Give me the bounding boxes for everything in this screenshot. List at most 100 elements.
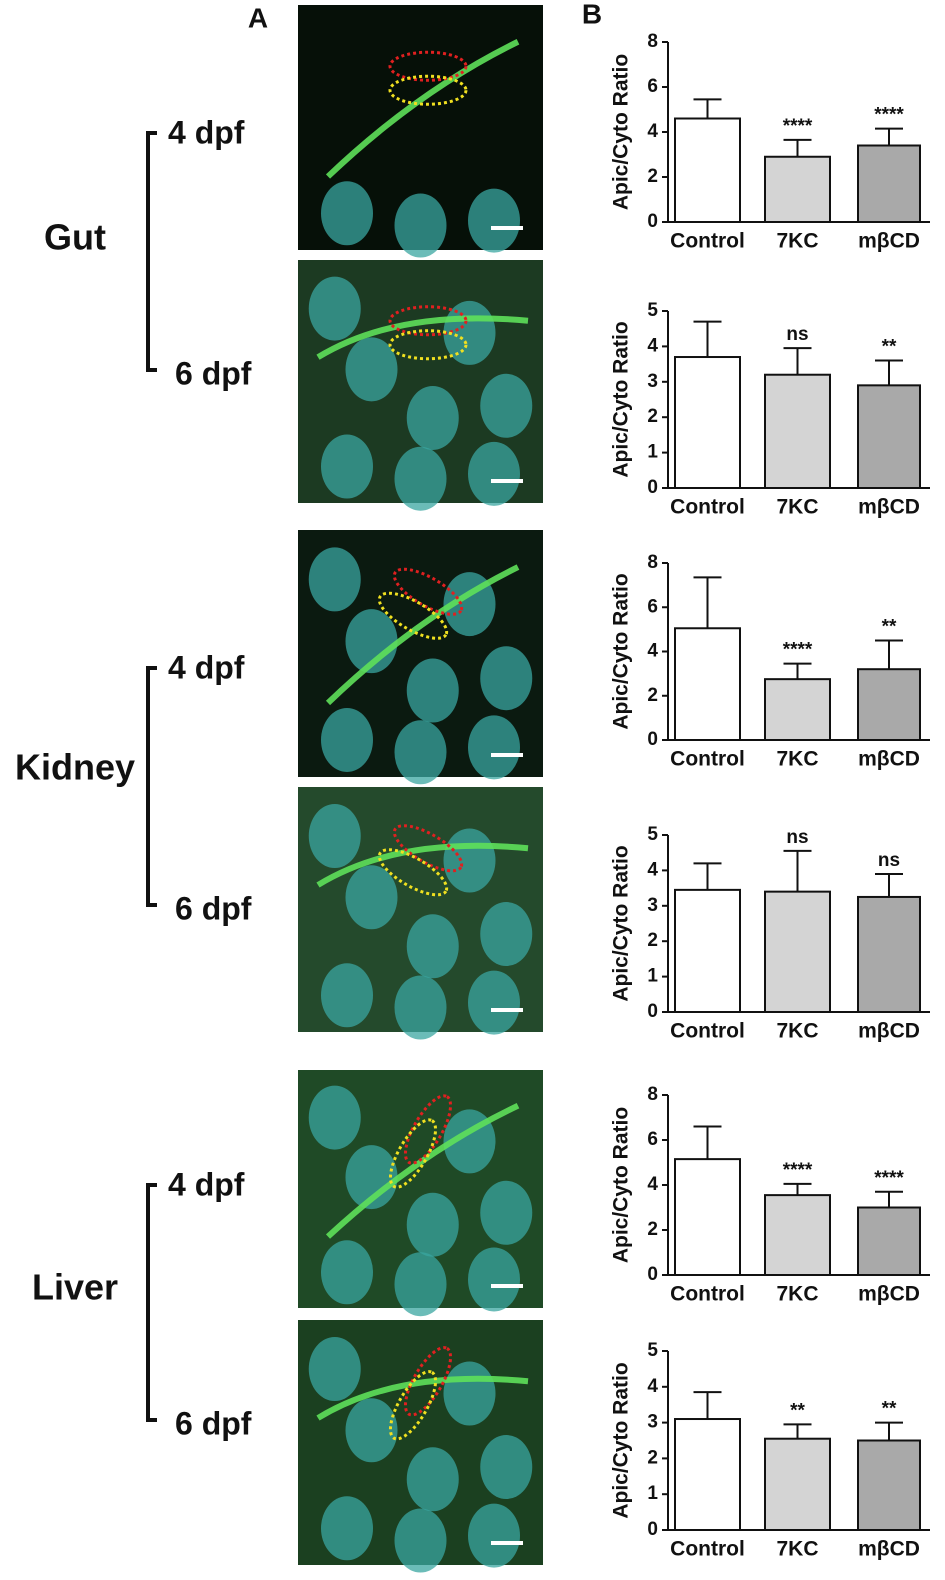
nucleus xyxy=(394,1252,447,1317)
x-tick-label: Control xyxy=(670,496,745,519)
significance: **** xyxy=(783,640,813,661)
nucleus xyxy=(308,1085,361,1150)
bar xyxy=(674,1158,741,1276)
membrane xyxy=(325,1102,520,1239)
significance: ** xyxy=(882,616,897,637)
y-axis-label: Apic/Cyto Ratio xyxy=(610,1107,633,1263)
y-tick-label: 2 xyxy=(647,1447,658,1468)
x-tick-label: 7KC xyxy=(776,748,818,771)
y-tick-label: 5 xyxy=(647,824,658,845)
y-tick-label: 1 xyxy=(647,1483,658,1504)
y-tick-label: 2 xyxy=(647,166,658,187)
significance: ** xyxy=(882,337,897,358)
y-tick-label: 0 xyxy=(647,1519,658,1540)
nucleus xyxy=(468,1503,520,1568)
bar xyxy=(674,117,741,223)
y-tick-label: 8 xyxy=(647,552,658,573)
y-tick-label: 2 xyxy=(647,685,658,706)
bar xyxy=(857,895,921,1014)
stage-label: 6 dpf xyxy=(175,355,252,391)
roi-cyto xyxy=(388,1118,438,1189)
bar xyxy=(674,627,741,741)
membrane xyxy=(325,39,520,179)
roi-apical xyxy=(388,50,468,82)
tissue-label: Kidney xyxy=(15,747,135,788)
roi-cyto xyxy=(388,329,468,361)
roi-apical xyxy=(392,567,464,616)
y-axis-label: Apic/Cyto Ratio xyxy=(610,1362,633,1518)
bar xyxy=(764,1437,831,1531)
nucleus xyxy=(480,1435,533,1499)
roi-cyto xyxy=(388,74,468,106)
y-tick-label: 0 xyxy=(647,1264,658,1285)
x-tick-label: mβCD xyxy=(858,230,920,253)
bar xyxy=(764,373,831,489)
micrograph xyxy=(298,787,543,1040)
nucleus xyxy=(394,975,447,1040)
nucleus xyxy=(468,441,520,506)
panel-label: A xyxy=(248,2,268,33)
stage-label: 6 dpf xyxy=(175,890,252,926)
x-tick-label: 7KC xyxy=(776,230,818,253)
stage-label: 4 dpf xyxy=(168,649,245,685)
tissue-label: Gut xyxy=(44,217,106,258)
bracket xyxy=(146,666,157,907)
x-tick-label: 7KC xyxy=(776,1020,818,1043)
y-axis-label: Apic/Cyto Ratio xyxy=(610,573,633,729)
y-tick-label: 4 xyxy=(647,1376,658,1397)
significance: **** xyxy=(874,1168,904,1189)
scale-bar xyxy=(491,479,523,483)
membrane xyxy=(316,842,529,888)
nucleus xyxy=(394,446,447,511)
nucleus xyxy=(345,865,398,930)
bar xyxy=(857,384,921,489)
significance: ** xyxy=(790,1400,805,1421)
roi-cyto xyxy=(377,848,449,897)
nucleus xyxy=(345,1145,398,1210)
y-tick-label: 3 xyxy=(647,895,658,916)
y-tick-label: 2 xyxy=(647,406,658,427)
nucleus xyxy=(443,1361,496,1426)
y-tick-label: 4 xyxy=(647,641,658,662)
x-tick-label: 7KC xyxy=(776,1283,818,1306)
micrograph xyxy=(298,260,543,511)
y-tick-label: 0 xyxy=(647,211,658,232)
y-tick-label: 4 xyxy=(647,335,658,356)
nucleus xyxy=(468,188,520,253)
nucleus xyxy=(406,385,459,450)
nucleus xyxy=(406,914,459,979)
roi-apical xyxy=(392,824,464,873)
nucleus xyxy=(308,276,361,341)
x-tick-label: Control xyxy=(670,1020,745,1043)
scale-bar xyxy=(491,753,523,757)
x-tick-label: mβCD xyxy=(858,1020,920,1043)
nucleus xyxy=(443,828,496,893)
y-tick-label: 0 xyxy=(647,1001,658,1022)
membrane xyxy=(316,315,529,360)
nucleus xyxy=(468,1247,520,1312)
y-tick-label: 0 xyxy=(647,477,658,498)
significance: ns xyxy=(786,827,808,848)
y-axis-label: Apic/Cyto Ratio xyxy=(610,845,633,1001)
nucleus xyxy=(345,609,398,674)
nucleus xyxy=(394,193,447,258)
bar xyxy=(857,668,921,742)
bar xyxy=(674,1418,741,1532)
y-tick-label: 0 xyxy=(647,729,658,750)
y-axis-label: Apic/Cyto Ratio xyxy=(610,54,633,210)
x-tick-label: Control xyxy=(670,1283,745,1306)
y-tick-label: 6 xyxy=(647,596,658,617)
micrograph xyxy=(298,1070,543,1317)
bar xyxy=(857,1439,921,1531)
nucleus xyxy=(480,373,533,438)
y-tick-label: 2 xyxy=(647,930,658,951)
significance: **** xyxy=(783,116,813,137)
y-tick-label: 1 xyxy=(647,966,658,987)
x-tick-label: mβCD xyxy=(858,748,920,771)
nucleus xyxy=(308,547,361,612)
bar xyxy=(764,678,831,741)
nucleus xyxy=(480,902,533,966)
nucleus xyxy=(308,804,361,868)
nucleus xyxy=(321,1240,373,1305)
